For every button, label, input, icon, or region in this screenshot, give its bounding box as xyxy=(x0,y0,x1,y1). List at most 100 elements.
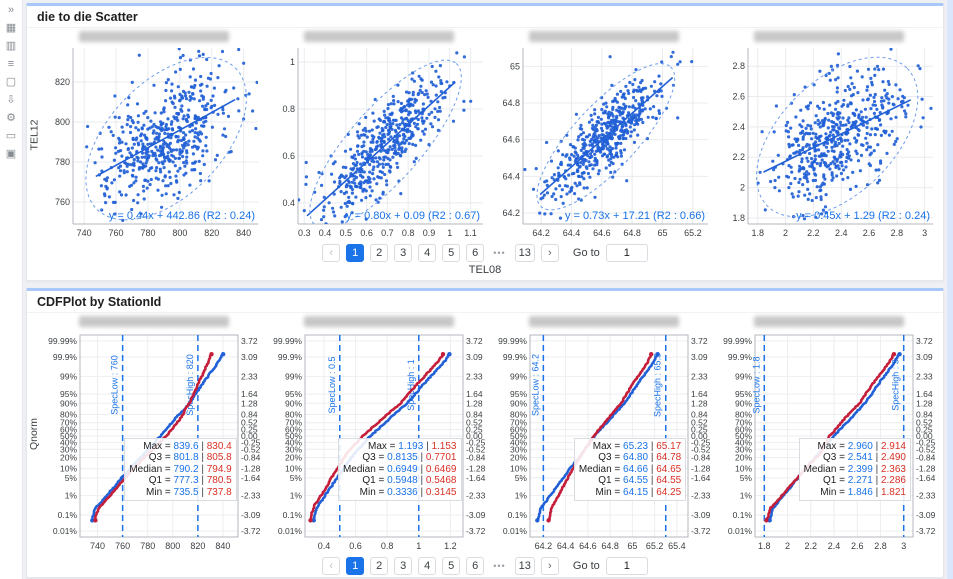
svg-text:1%: 1% xyxy=(739,491,752,501)
comment-icon[interactable]: ▭ xyxy=(5,130,17,142)
svg-text:840: 840 xyxy=(216,541,231,551)
svg-text:1.28: 1.28 xyxy=(466,398,483,408)
svg-text:-0.52: -0.52 xyxy=(466,444,486,454)
svg-text:-1.28: -1.28 xyxy=(241,464,261,474)
scatter-chart-1[interactable]: 740 760 780 800 820 840 760 780 800 820 y = 0.44x … xyxy=(45,42,263,240)
scrollbar-track[interactable] xyxy=(947,0,953,579)
chart-title-redacted xyxy=(753,316,904,327)
svg-text:64.8: 64.8 xyxy=(601,541,619,551)
goto-page-input[interactable] xyxy=(605,557,648,575)
chart-title-redacted xyxy=(304,316,455,327)
scatter-chart-2-cell: 0.3 0.4 0.5 0.6 0.7 0.8 0.9 1 1.1 0.4 0.6 0.8 1 y = 0… xyxy=(267,29,492,240)
stat-row: Median = 0.6949 | 0.6469 xyxy=(342,463,457,475)
page-button-3[interactable]: 3 xyxy=(394,557,413,575)
stat-row: Q1 = 64.55 | 64.55 xyxy=(598,475,682,486)
svg-text:40%: 40% xyxy=(510,437,527,447)
image-icon[interactable]: ▦ xyxy=(5,22,17,34)
scatter-pagination: ‹ 1 2 3 4 5 6 ••• 13 › Go to xyxy=(27,240,943,264)
page-button-2[interactable]: 2 xyxy=(370,557,389,575)
copy-icon[interactable]: ▢ xyxy=(5,76,17,88)
cdf-chart-1-cell: 740 760 780 800 820 840 99.99% 3.72 99.9% 3.09 99%… xyxy=(42,314,267,553)
grid-icon[interactable]: ▣ xyxy=(5,148,17,160)
svg-text:1.28: 1.28 xyxy=(916,398,933,408)
cdf-panel: CDFPlot by StationId Qnorm 740 760 780 800 8… xyxy=(26,288,944,578)
page-button-1[interactable]: 1 xyxy=(346,244,365,262)
svg-text:0.9: 0.9 xyxy=(423,228,436,238)
scatter-chart-2[interactable]: 0.3 0.4 0.5 0.6 0.7 0.8 0.9 1 1.1 0.4 0.6 0.8 1 y = 0… xyxy=(270,42,488,240)
page-button-6[interactable]: 6 xyxy=(466,244,485,262)
page-button-4[interactable]: 4 xyxy=(418,557,437,575)
svg-text:3.09: 3.09 xyxy=(916,352,933,362)
goto-page-input[interactable] xyxy=(605,244,648,262)
scatter-x-axis-label: TEL08 xyxy=(468,264,502,276)
page-button-5[interactable]: 5 xyxy=(442,557,461,575)
svg-text:0.01%: 0.01% xyxy=(278,526,303,536)
list-icon[interactable]: ≡ xyxy=(7,58,15,70)
svg-text:10%: 10% xyxy=(60,464,77,474)
svg-text:1: 1 xyxy=(447,228,452,238)
svg-text:-0.84: -0.84 xyxy=(691,452,711,462)
svg-text:2.6: 2.6 xyxy=(862,228,875,238)
svg-text:90%: 90% xyxy=(735,398,752,408)
svg-text:760: 760 xyxy=(55,197,70,207)
svg-text:0.01%: 0.01% xyxy=(728,526,753,536)
page-button-13[interactable]: 13 xyxy=(514,557,535,575)
cdf-panel-title: CDFPlot by StationId xyxy=(27,291,943,313)
scatter-chart-3-cell: 64.2 64.4 64.6 64.8 65 65.2 64.2 64.4 64.6 64.8 65… xyxy=(492,29,717,240)
svg-text:820: 820 xyxy=(205,228,220,238)
svg-text:60%: 60% xyxy=(510,425,527,435)
svg-text:-0.84: -0.84 xyxy=(916,452,936,462)
svg-text:65: 65 xyxy=(510,61,520,71)
svg-text:0.1%: 0.1% xyxy=(508,510,528,520)
svg-text:3.72: 3.72 xyxy=(241,336,258,346)
cdf-chart-4[interactable]: 1.8 2 2.2 2.4 2.6 2.8 3 99.99% 3.72 99.9% 3.09 99% 2… xyxy=(719,327,939,553)
svg-text:-0.84: -0.84 xyxy=(241,452,261,462)
svg-text:0.00: 0.00 xyxy=(916,431,933,441)
stat-row: Q3 = 64.80 | 64.78 xyxy=(598,452,682,463)
spec-low-line-label: SpecLow : 64.2 xyxy=(530,354,540,416)
svg-text:0.3: 0.3 xyxy=(298,228,311,238)
svg-text:0.25: 0.25 xyxy=(916,425,933,435)
page-button-6[interactable]: 6 xyxy=(466,557,485,575)
page-button-1[interactable]: 1 xyxy=(346,557,365,575)
svg-text:-1.28: -1.28 xyxy=(691,464,711,474)
prev-page-button[interactable]: ‹ xyxy=(322,244,341,262)
svg-text:-3.72: -3.72 xyxy=(916,526,936,536)
svg-text:64.4: 64.4 xyxy=(502,171,520,181)
svg-text:2.6: 2.6 xyxy=(732,92,745,102)
cdf-chart-1[interactable]: 740 760 780 800 820 840 99.99% 3.72 99.9% 3.09 99%… xyxy=(44,327,264,553)
series-red-curve xyxy=(764,352,895,522)
stat-row: Min = 1.846 | 1.821 xyxy=(820,486,906,498)
scatter-chart-3[interactable]: 64.2 64.4 64.6 64.8 65 65.2 64.2 64.4 64.6 64.8 65… xyxy=(495,42,713,240)
stat-row: Min = 64.15 | 64.25 xyxy=(595,486,682,498)
spec-high-line-label: SpecHigh : 3 xyxy=(890,359,900,411)
download-icon[interactable]: ⇩ xyxy=(6,94,16,106)
page-ellipsis[interactable]: ••• xyxy=(493,248,506,258)
chart-columns-icon[interactable]: ▥ xyxy=(5,40,17,52)
page-button-5[interactable]: 5 xyxy=(442,244,461,262)
page-button-2[interactable]: 2 xyxy=(370,244,389,262)
cdf-pagination: ‹ 1 2 3 4 5 6 ••• 13 › Go to xyxy=(27,553,943,577)
prev-page-button[interactable]: ‹ xyxy=(322,557,341,575)
page-button-4[interactable]: 4 xyxy=(418,244,437,262)
next-page-button[interactable]: › xyxy=(540,557,559,575)
cdf-chart-3[interactable]: 64.2 64.4 64.6 64.8 65 65.2 65.4 99.99% 3.72 99.9… xyxy=(494,327,714,553)
stat-row: Q3 = 801.8 | 805.8 xyxy=(148,452,232,463)
svg-text:1.8: 1.8 xyxy=(732,213,745,223)
chart-title-redacted xyxy=(79,316,230,327)
svg-text:65.4: 65.4 xyxy=(668,541,686,551)
svg-text:0.1%: 0.1% xyxy=(283,510,303,520)
settings-icon[interactable]: ⚙ xyxy=(6,112,16,124)
spec-high-line-label: SpecHigh : 820 xyxy=(185,354,195,416)
scatter-chart-4[interactable]: 1.8 2 2.2 2.4 2.6 2.8 3 1.8 2 2.2 2.4 2.6 2.8 y = 0.4… xyxy=(720,42,938,240)
svg-text:64.8: 64.8 xyxy=(502,98,520,108)
page-ellipsis[interactable]: ••• xyxy=(493,561,506,571)
page-button-3[interactable]: 3 xyxy=(394,244,413,262)
collapse-sidebar-icon[interactable]: » xyxy=(7,4,15,16)
page-button-13[interactable]: 13 xyxy=(514,244,535,262)
svg-text:1.64: 1.64 xyxy=(691,389,708,399)
svg-text:1: 1 xyxy=(416,541,421,551)
svg-text:5%: 5% xyxy=(515,473,528,483)
svg-text:3.72: 3.72 xyxy=(916,336,933,346)
next-page-button[interactable]: › xyxy=(540,244,559,262)
